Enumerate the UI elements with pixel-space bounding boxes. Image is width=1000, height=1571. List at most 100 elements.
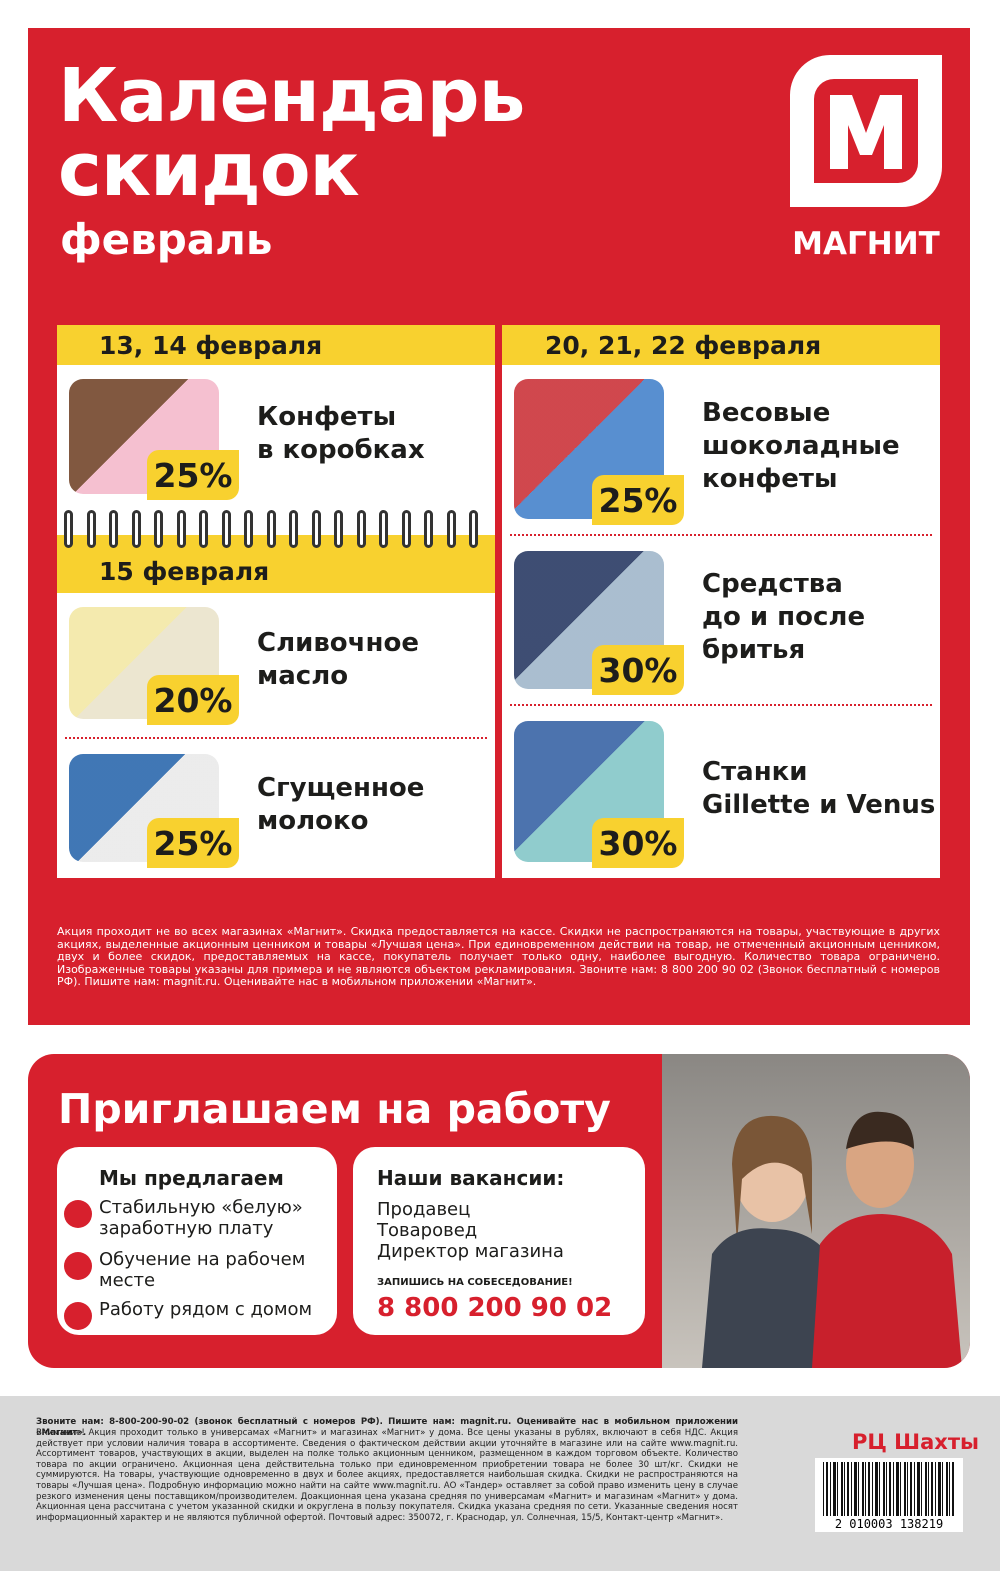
vacancy-heading: Наши вакансии:: [377, 1166, 565, 1190]
region: РЦ Шахты: [852, 1430, 980, 1454]
spiral-ring: [131, 510, 141, 548]
barcode: 2 010003 138219: [815, 1458, 963, 1532]
spiral-ring: [244, 510, 253, 548]
logo: [790, 55, 942, 207]
barcode-bar: [904, 1462, 906, 1516]
spiral-ring: [289, 510, 298, 548]
barcode-bar: [921, 1462, 922, 1516]
phone: 8 800 200 90 02: [377, 1293, 613, 1323]
barcode-bar: [893, 1462, 894, 1516]
date-header: 20, 21, 22 февраля: [502, 325, 940, 365]
discount-badge: 25%: [592, 475, 684, 525]
date: 20, 21, 22 февраля: [545, 330, 822, 360]
barcode-bar: [833, 1462, 836, 1516]
barcode-bar: [823, 1462, 824, 1516]
separator: [65, 737, 487, 739]
offer-text: Стабильную «белую»: [99, 1197, 303, 1218]
spiral-ring: [469, 510, 478, 548]
spiral-ring: [109, 510, 118, 548]
barcode-bar: [851, 1462, 852, 1516]
spiral-ring: [266, 510, 276, 548]
discount-badge: 20%: [147, 675, 239, 725]
date: 15 февраля: [99, 557, 270, 586]
title-line: скидок: [58, 127, 360, 213]
product-name: Сливочное: [257, 628, 419, 658]
barcode-bar: [896, 1462, 899, 1516]
barcode-bar: [872, 1462, 873, 1516]
date-header: 15 февраля: [57, 550, 495, 593]
subtitle: февраль: [60, 215, 273, 264]
offer-icon: [64, 1302, 92, 1330]
spiral-ring: [221, 510, 231, 548]
barcode-bar: [862, 1462, 864, 1516]
barcode-bar: [854, 1462, 857, 1516]
spiral-ring: [311, 510, 321, 548]
barcode-bar: [826, 1462, 828, 1516]
separator: [510, 534, 932, 536]
barcode-bar: [910, 1462, 912, 1516]
product-name: масло: [257, 661, 349, 691]
product-name: бритья: [702, 634, 806, 665]
disclaimer: Акция проходит не во всех магазинах «Маг…: [57, 925, 940, 988]
offer-text: месте: [99, 1270, 156, 1291]
discount-badge: 25%: [147, 450, 239, 500]
barcode-bar: [875, 1462, 878, 1516]
product-name: конфеты: [702, 463, 838, 494]
barcode-bar: [886, 1462, 887, 1516]
barcode-bar: [837, 1462, 838, 1516]
product-name: Gillette и Venus: [702, 789, 936, 820]
product-name: Средства: [702, 568, 843, 599]
barcode-bar: [925, 1462, 927, 1516]
barcode-bar: [907, 1462, 908, 1516]
vacancy-card: [353, 1147, 645, 1335]
barcode-bar: [883, 1462, 885, 1516]
cta: ЗАПИШИСЬ НА СОБЕСЕДОВАНИЕ!: [377, 1277, 573, 1288]
spiral-ring: [86, 510, 96, 548]
spiral-ring: [424, 510, 433, 548]
discount-badge: 25%: [147, 818, 239, 868]
barcode-bar: [949, 1462, 950, 1516]
spiral-ring: [379, 510, 388, 548]
vacancy: Директор магазина: [377, 1241, 564, 1262]
barcode-bar: [938, 1462, 941, 1516]
barcode-bar: [935, 1462, 936, 1516]
barcode-bar: [844, 1462, 845, 1516]
barcode-bar: [928, 1462, 929, 1516]
spiral-ring: [176, 510, 186, 548]
photo: [662, 1054, 970, 1368]
product-name: Станки: [702, 756, 808, 787]
date-header: 13, 14 февраля: [57, 325, 495, 365]
vacancy: Продавец: [377, 1199, 471, 1220]
spiral-ring: [446, 510, 456, 548]
offer-icon: [64, 1200, 92, 1228]
barcode-number: 2 010003 138219: [835, 1517, 943, 1531]
barcode-bar: [931, 1462, 933, 1516]
product-name: Весовые: [702, 397, 831, 428]
barcode-bar: [946, 1462, 948, 1516]
spiral-ring: [334, 510, 343, 548]
barcode-bar: [830, 1462, 831, 1516]
product-name: Сгущенное: [257, 773, 425, 803]
offer-text: Работу рядом с домом: [99, 1299, 313, 1320]
vacancy: Товаровед: [377, 1220, 478, 1241]
barcode-bar: [917, 1462, 920, 1516]
offer-icon: [64, 1252, 92, 1280]
offer-text: заработную плату: [99, 1218, 274, 1239]
product-name: молоко: [257, 806, 369, 836]
footer-legal: Внимание! Акция проходит только в универ…: [36, 1428, 738, 1523]
barcode-bar: [865, 1462, 866, 1516]
title-line: Календарь: [58, 53, 525, 139]
jobs-title: Приглашаем на работу: [58, 1085, 611, 1133]
barcode-bar: [900, 1462, 901, 1516]
spiral-ring: [154, 510, 163, 548]
product-name: до и после: [702, 601, 866, 632]
barcode-bar: [942, 1462, 943, 1516]
barcode-bar: [889, 1462, 891, 1516]
barcode-bar: [879, 1462, 880, 1516]
spiral-ring: [64, 510, 73, 548]
product-name: в коробках: [257, 434, 425, 465]
brand: МАГНИТ: [792, 226, 940, 262]
discount-badge: 30%: [592, 818, 684, 868]
product-name: шоколадные: [702, 430, 900, 461]
